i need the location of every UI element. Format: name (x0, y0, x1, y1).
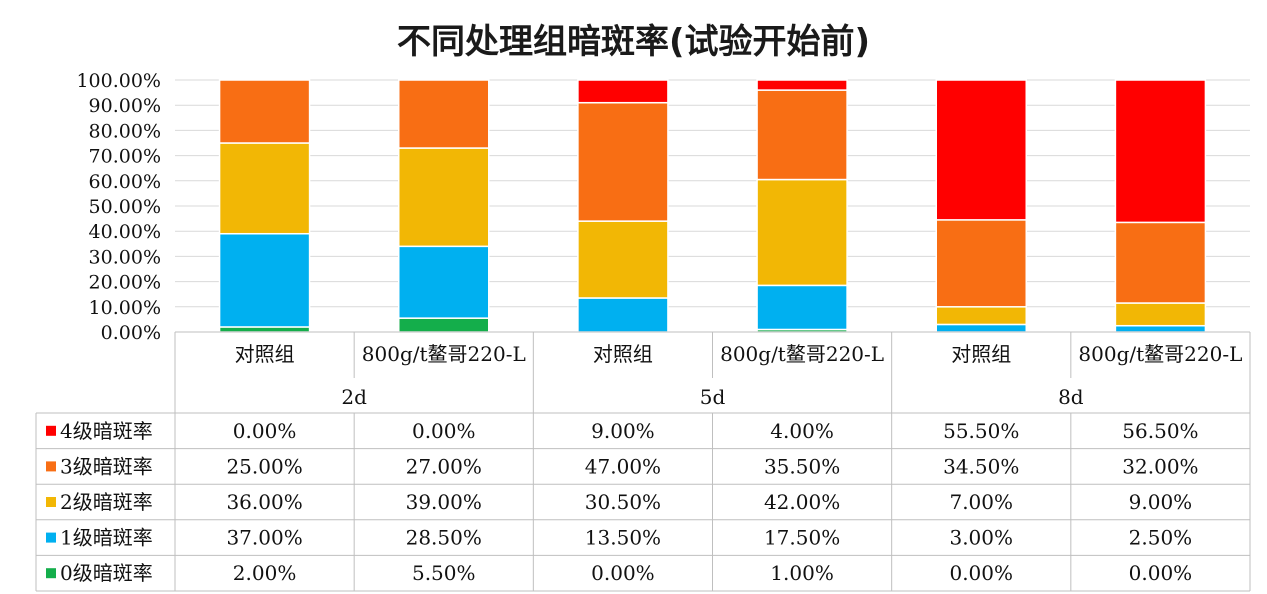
table-value: 37.00% (226, 526, 302, 550)
table-value: 32.00% (1122, 454, 1198, 478)
bar-segment (577, 220, 669, 299)
table-value: 42.00% (764, 490, 840, 514)
table-value: 28.50% (406, 526, 482, 550)
bar-segment (398, 245, 490, 319)
legend-key (46, 425, 56, 436)
bar-segment (398, 79, 490, 149)
category-label: 对照组 (235, 342, 295, 366)
bar-segment (577, 101, 669, 222)
table-value: 5.50% (412, 561, 476, 585)
table-value: 13.50% (585, 526, 661, 550)
table-value: 0.00% (949, 561, 1013, 585)
table-value: 56.50% (1122, 419, 1198, 443)
table-value: 0.00% (412, 419, 476, 443)
table-value: 7.00% (949, 490, 1013, 514)
legend-label: 3级暗斑率 (60, 454, 153, 478)
y-tick-label: 60.00% (89, 171, 161, 193)
category-label: 对照组 (951, 342, 1011, 366)
legend-label: 0级暗斑率 (60, 561, 153, 585)
table-value: 3.00% (949, 526, 1013, 550)
chart-title: 不同处理组暗斑率(试验开始前) (396, 22, 871, 62)
table-value: 0.00% (1129, 561, 1193, 585)
table-value: 34.50% (943, 454, 1019, 478)
y-tick-label: 40.00% (89, 221, 161, 243)
bar-segment (1114, 221, 1207, 304)
category-label: 对照组 (593, 342, 653, 366)
bar-segment (218, 326, 311, 333)
bar-segment (1114, 79, 1207, 224)
bar-segment (577, 79, 669, 104)
bar-segment (935, 323, 1027, 333)
table-value: 30.50% (585, 490, 661, 514)
legend-label: 4级暗斑率 (60, 419, 153, 443)
group-label: 2d (341, 385, 367, 409)
table-value: 2.50% (1129, 526, 1193, 550)
table-value: 0.00% (233, 419, 297, 443)
legend-key (46, 497, 56, 507)
y-tick-label: 30.00% (89, 246, 161, 268)
table-value: 39.00% (406, 490, 482, 514)
bar-segment (1114, 302, 1207, 327)
bar-segment (756, 79, 848, 91)
table-value: 55.50% (943, 419, 1019, 443)
bar-segment (935, 306, 1027, 326)
table-value: 1.00% (770, 561, 834, 585)
bar-segment (218, 142, 311, 235)
legend-key (46, 532, 56, 543)
table-value: 27.00% (406, 454, 482, 478)
bar-segment (756, 89, 848, 181)
category-label: 800g/t鳌哥220-L (362, 342, 526, 366)
y-tick-label: 90.00% (89, 95, 161, 117)
table-value: 36.00% (226, 490, 302, 514)
legend-label: 2级暗斑率 (60, 490, 153, 514)
bar-segment (756, 284, 848, 331)
table-value: 9.00% (591, 419, 655, 443)
legend-key (46, 568, 56, 579)
y-tick-label: 0.00% (101, 322, 161, 344)
y-tick-label: 100.00% (76, 70, 161, 92)
table-value: 47.00% (585, 454, 661, 478)
table-value: 0.00% (591, 561, 655, 585)
legend-label: 1级暗斑率 (60, 526, 153, 550)
group-label: 5d (700, 385, 726, 409)
category-label: 800g/t鳌哥220-L (1078, 342, 1242, 366)
y-tick-label: 80.00% (89, 120, 161, 142)
bar-segment (577, 297, 669, 333)
legend-key (46, 461, 56, 472)
table-value: 9.00% (1129, 490, 1193, 514)
bar-segment (218, 232, 311, 328)
bar-segment (1114, 324, 1207, 333)
table-value: 2.00% (233, 561, 297, 585)
y-tick-label: 20.00% (89, 272, 161, 294)
bar-segment (935, 79, 1027, 221)
bar-segment (398, 147, 490, 248)
group-label: 8d (1058, 385, 1084, 409)
table-value: 25.00% (226, 454, 302, 478)
bar-segment (218, 79, 311, 144)
y-tick-label: 10.00% (89, 297, 161, 319)
table-value: 17.50% (764, 526, 840, 550)
bar-segment (756, 178, 848, 287)
bar-segment (398, 317, 490, 333)
category-label: 800g/t鳌哥220-L (720, 342, 884, 366)
y-tick-label: 50.00% (89, 196, 161, 218)
y-tick-label: 70.00% (89, 146, 161, 168)
table-value: 35.50% (764, 454, 840, 478)
bar-segment (935, 219, 1027, 308)
table-value: 4.00% (770, 419, 834, 443)
